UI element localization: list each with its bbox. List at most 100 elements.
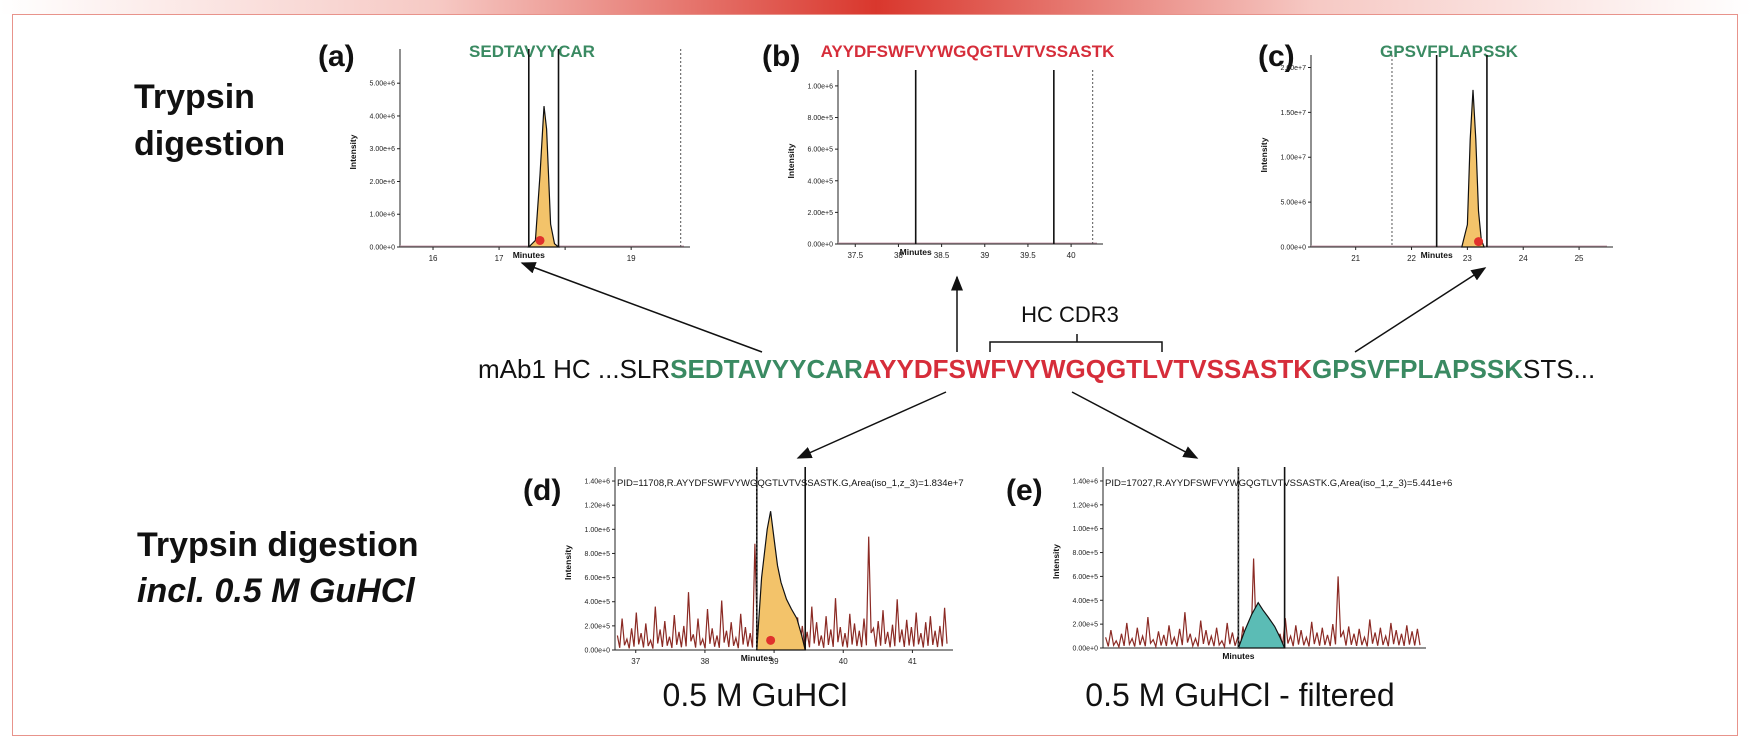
x-tick-label: 38	[700, 657, 709, 666]
y-tick-label: 0.00e+0	[1073, 646, 1099, 653]
x-tick-label: 16	[429, 254, 438, 263]
x-tick-label: 41	[908, 657, 917, 666]
y-tick-label: 0.00e+0	[808, 242, 834, 249]
y-axis-label: Intensity	[1259, 137, 1269, 172]
x-tick-label: 21	[1351, 254, 1360, 263]
x-tick-label: 19	[627, 254, 636, 263]
peak-area	[1237, 601, 1286, 649]
y-axis-label: Intensity	[786, 143, 796, 178]
y-tick-label: 1.00e+7	[1281, 155, 1307, 162]
y-tick-label: 1.00e+6	[1073, 526, 1099, 533]
y-tick-label: 5.00e+6	[370, 81, 396, 88]
x-axis-label: Minutes	[741, 653, 773, 663]
figure-frame	[12, 14, 1738, 736]
panel-label: (c)	[1258, 40, 1295, 73]
peak-area	[756, 511, 806, 651]
chart-annotation: PID=17027,R.AYYDFSWFVYWGQGTLVTVSSASTK.G,…	[1105, 478, 1452, 489]
panel-label: (b)	[762, 40, 800, 73]
y-tick-label: 1.00e+6	[585, 527, 611, 534]
x-tick-label: 17	[495, 254, 504, 263]
y-tick-label: 4.00e+5	[808, 178, 834, 185]
x-axis-label: Minutes	[513, 250, 545, 260]
y-axis-label: Intensity	[563, 545, 573, 580]
chart-panel-c: (c) GPSVFPLAPSSK 0.00e+0 5.00e+6 1.00e+7 1.50…	[1258, 40, 1613, 263]
sequence-seg2: AYYDFSWFVYWGQGTLVTVSSASTK	[863, 354, 1312, 384]
x-tick-label: 40	[1067, 251, 1076, 260]
x-axis-label: Minutes	[1222, 651, 1254, 661]
y-tick-label: 1.00e+6	[370, 212, 396, 219]
y-tick-label: 8.00e+5	[585, 551, 611, 558]
y-tick-label: 6.00e+5	[1073, 574, 1099, 581]
panel-label: (d)	[523, 474, 561, 507]
chart-panel-e: (e) PID=17027,R.AYYDFSWFVYWGQGTLVTVSSASTK…	[1006, 467, 1452, 661]
cdr3-bracket	[989, 334, 1163, 352]
arrow-to-a	[520, 262, 763, 353]
sequence-seg1: SEDTAVYYCAR	[670, 354, 863, 384]
arrow-to-e	[1071, 391, 1199, 459]
x-tick-label: 22	[1407, 254, 1416, 263]
y-tick-label: 4.00e+5	[1073, 598, 1099, 605]
y-tick-label: 5.00e+6	[1281, 200, 1307, 207]
y-tick-label: 2.00e+5	[1073, 622, 1099, 629]
x-tick-label: 39	[980, 251, 989, 260]
chart-title: SEDTAVYYCAR	[469, 42, 595, 61]
x-tick-label: 37	[631, 657, 640, 666]
top-title-line1: Trypsin	[134, 78, 255, 116]
panel-label: (e)	[1006, 474, 1043, 507]
caption-e: 0.5 M GuHCl - filtered	[1085, 677, 1394, 713]
y-axis-label: Intensity	[1051, 544, 1061, 579]
bottom-subtitle: incl. 0.5 M GuHCl	[137, 572, 416, 610]
x-tick-label: 25	[1575, 254, 1584, 263]
y-tick-label: 2.00e+7	[1281, 65, 1307, 72]
panel-label: (a)	[318, 40, 355, 73]
x-axis-label: Minutes	[900, 247, 932, 257]
y-tick-label: 1.40e+6	[1073, 478, 1099, 485]
y-tick-label: 1.20e+6	[585, 503, 611, 510]
bottom-title: Trypsin digestion	[137, 526, 418, 564]
peak-area	[527, 106, 561, 248]
top-title-line2: digestion	[134, 125, 285, 163]
chart-panel-d: (d) PID=11708,R.AYYDFSWFVYWGQGTLVTVSSASTK…	[523, 467, 964, 666]
y-tick-label: 3.00e+6	[370, 146, 396, 153]
y-tick-label: 4.00e+5	[585, 599, 611, 606]
chart-annotation: PID=11708,R.AYYDFSWFVYWGQGTLVTVSSASTK.G,…	[617, 478, 964, 489]
y-tick-label: 6.00e+5	[585, 575, 611, 582]
y-tick-label: 0.00e+0	[585, 648, 611, 655]
chart-title: AYYDFSWFVYWGQGTLVTVSSASTK	[821, 42, 1115, 61]
x-axis-label: Minutes	[1421, 250, 1453, 260]
y-tick-label: 0.00e+0	[1281, 245, 1307, 252]
chart-panel-b: (b) AYYDFSWFVYWGQGTLVTVSSASTK 0.00e+0 2.00e…	[762, 40, 1115, 260]
arrow-to-d	[796, 391, 947, 459]
apex-marker	[1474, 237, 1484, 247]
chart-panel-a: (a) SEDTAVYYCAR 0.00e+0 1.00e+6 2.00e+6 3.00e…	[318, 40, 690, 263]
y-tick-label: 1.00e+6	[808, 83, 834, 90]
y-tick-label: 2.00e+5	[585, 623, 611, 630]
y-tick-label: 8.00e+5	[1073, 550, 1099, 557]
apex-marker	[535, 235, 545, 245]
x-tick-label: 24	[1519, 254, 1528, 263]
x-tick-label: 39.5	[1020, 251, 1036, 260]
peak-area	[1461, 89, 1485, 248]
caption-d: 0.5 M GuHCl	[663, 677, 848, 713]
x-tick-label: 38.5	[934, 251, 950, 260]
x-tick-label: 37.5	[847, 251, 863, 260]
y-axis-label: Intensity	[348, 134, 358, 169]
y-tick-label: 1.50e+7	[1281, 110, 1307, 117]
sequence-seg3: GPSVFPLAPSSK	[1312, 354, 1523, 384]
y-tick-label: 1.20e+6	[1073, 502, 1099, 509]
y-tick-label: 1.40e+6	[585, 479, 611, 486]
apex-marker	[766, 635, 776, 645]
y-tick-label: 6.00e+5	[808, 147, 834, 154]
arrow-to-c	[1354, 267, 1487, 353]
x-tick-label: 40	[839, 657, 848, 666]
chart-title: GPSVFPLAPSSK	[1380, 42, 1519, 61]
sequence-line: mAb1 HC ...SLRSEDTAVYYCARAYYDFSWFVYWGQGT…	[478, 354, 1595, 384]
y-tick-label: 8.00e+5	[808, 115, 834, 122]
x-tick-label: 38	[894, 251, 903, 260]
x-tick-label: 39	[770, 657, 779, 666]
sequence-prefix: mAb1 HC ...SLR	[478, 354, 670, 384]
y-tick-label: 2.00e+5	[808, 210, 834, 217]
y-tick-label: 4.00e+6	[370, 113, 396, 120]
sequence-suffix: STS...	[1523, 354, 1595, 384]
